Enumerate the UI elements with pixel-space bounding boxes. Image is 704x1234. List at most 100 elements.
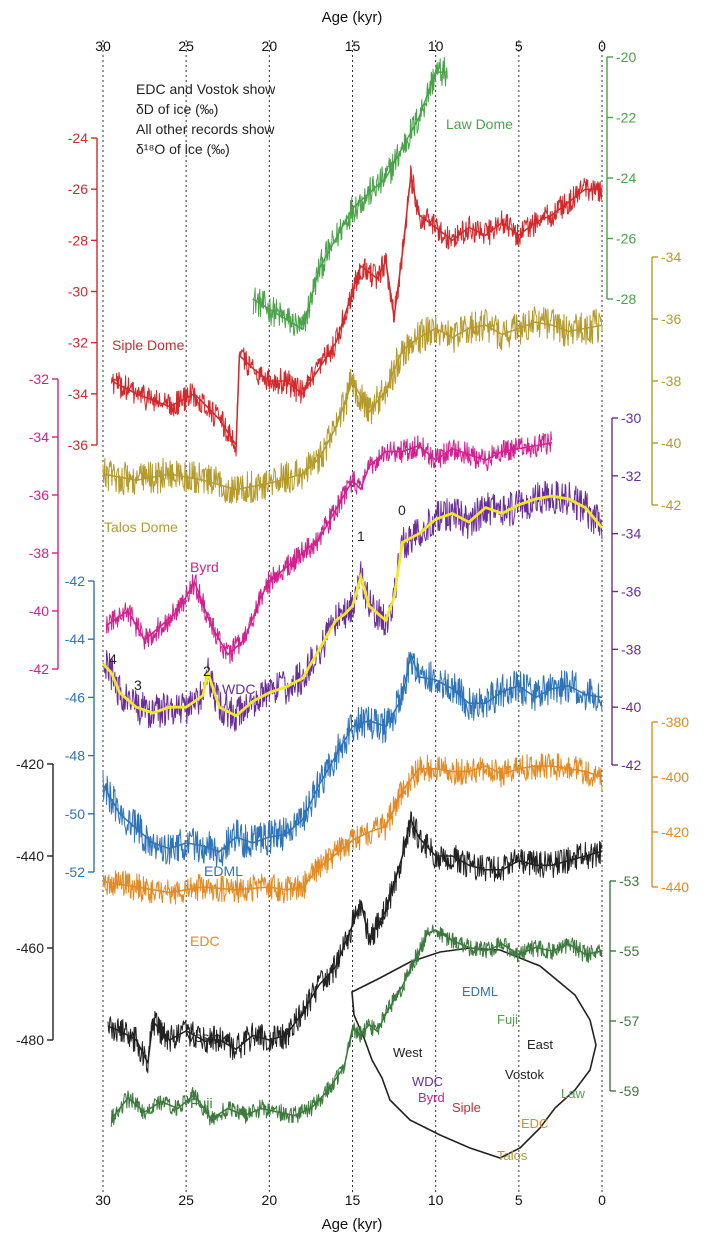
y-tick-label-edml: -46: [65, 689, 85, 705]
map-label-fuji: Fuji: [497, 1012, 518, 1027]
map-label-vostok: Vostok: [505, 1067, 545, 1082]
x-tick-top-20: 20: [262, 38, 278, 54]
map-label-law: Law: [561, 1086, 585, 1101]
y-tick-label-fuji: -55: [619, 943, 639, 959]
map-label-talos: Talos: [497, 1148, 528, 1163]
y-tick-label-edc: -380: [661, 714, 689, 730]
x-tick-bottom-20: 20: [262, 1192, 278, 1208]
series-layer: [101, 56, 604, 1127]
event-label-2: 2: [203, 663, 211, 679]
y-tick-label-byrd: -36: [29, 487, 49, 503]
series-label-fuji: Fuji: [190, 1095, 213, 1111]
y-tick-label-edml: -48: [65, 748, 85, 764]
event-label-1: 1: [357, 528, 365, 544]
y-tick-label-edc: -400: [661, 769, 689, 785]
event-label-0: 0: [398, 502, 406, 518]
y-tick-label-edml: -42: [65, 573, 85, 589]
axes-layer: -20 -22 -24 -26 -28 -24 -26 -28 -30 -32 -34 -36 -34 -…: [16, 49, 689, 1099]
series-label-vostok: Vostok: [186, 1029, 229, 1045]
text-layer: Age (kyr) Age (kyr) EDC and Vostok show …: [104, 9, 585, 1233]
note-line-1: EDC and Vostok show: [136, 81, 276, 97]
x-axis-title-bottom: Age (kyr): [322, 1216, 383, 1233]
x-tick-top-30: 30: [95, 38, 111, 54]
y-tick-label-siple: -32: [68, 335, 88, 351]
y-tick-label-edml: -44: [65, 631, 85, 647]
series-law-dome-mean: [252, 71, 448, 331]
series-edml: [102, 651, 603, 868]
series-siple-dome-mean: [110, 176, 602, 448]
y-tick-label-byrd: -34: [29, 429, 49, 445]
series-law-dome: [252, 56, 448, 337]
map-label-edml: EDML: [462, 984, 498, 999]
series-vostok: [107, 811, 603, 1074]
y-tick-label-byrd: -32: [29, 371, 49, 387]
y-tick-label-wdc: -42: [621, 757, 641, 773]
y-tick-label-wdc: -32: [621, 468, 641, 484]
note-line-3: All other records show: [136, 121, 275, 137]
antarctica-inset-map: [351, 947, 597, 1159]
series-fuji: [110, 924, 603, 1127]
x-tick-bottom-30: 30: [95, 1192, 111, 1208]
x-tick-top-15: 15: [345, 38, 361, 54]
y-tick-label-siple: -30: [68, 284, 88, 300]
y-tick-label-talos: -38: [661, 373, 681, 389]
series-talos-dome-mean: [102, 321, 603, 491]
x-axis-title-top: Age (kyr): [322, 9, 383, 26]
note-line-4: δ¹⁸O of ice (‰): [136, 141, 230, 157]
x-tick-bottom-10: 10: [428, 1192, 444, 1208]
note-line-2: δD of ice (‰): [136, 101, 218, 117]
y-tick-label-vostok: -440: [16, 848, 44, 864]
y-tick-label-law: -26: [616, 231, 636, 247]
y-tick-label-wdc: -36: [621, 584, 641, 600]
y-tick-label-byrd: -42: [29, 661, 49, 677]
y-tick-label-siple: -24: [68, 130, 88, 146]
y-tick-label-siple: -28: [68, 232, 88, 248]
y-tick-label-edc: -420: [661, 824, 689, 840]
x-tick-bottom-25: 25: [178, 1192, 194, 1208]
x-tick-top-10: 10: [428, 38, 444, 54]
y-tick-label-wdc: -30: [621, 410, 641, 426]
y-tick-label-edml: -52: [65, 864, 85, 880]
series-byrd-mean: [105, 442, 553, 656]
y-tick-label-wdc: -40: [621, 699, 641, 715]
series-vostok-mean: [107, 816, 603, 1066]
y-tick-label-talos: -34: [661, 249, 681, 265]
series-siple-dome: [110, 165, 603, 457]
series-wdc-mean: [101, 494, 604, 718]
antarctica-outline: [351, 947, 597, 1159]
y-tick-label-talos: -40: [661, 435, 681, 451]
map-label-west: West: [393, 1045, 423, 1060]
y-tick-label-fuji: -59: [619, 1083, 639, 1099]
y-tick-label-fuji: -53: [619, 873, 639, 889]
y-tick-label-edc: -440: [661, 879, 689, 895]
y-tick-label-law: -28: [616, 291, 636, 307]
x-tick-bottom-15: 15: [345, 1192, 361, 1208]
series-edml-mean: [102, 650, 603, 853]
series-label-edml: EDML: [204, 863, 243, 879]
y-tick-label-edml: -50: [65, 806, 85, 822]
y-tick-label-byrd: -40: [29, 603, 49, 619]
map-label-wdc: WDC: [412, 1074, 443, 1089]
series-edc-mean: [102, 765, 603, 894]
series-byrd: [105, 431, 553, 664]
map-label-edc: EDC: [521, 1116, 548, 1131]
x-tick-bottom-5: 5: [515, 1192, 523, 1208]
x-tick-top-0: 0: [598, 38, 606, 54]
series-label-edc: EDC: [190, 933, 220, 949]
y-tick-label-law: -20: [616, 49, 636, 65]
y-tick-label-fuji: -57: [619, 1013, 639, 1029]
y-tick-label-wdc: -34: [621, 526, 641, 542]
event-label-3: 3: [134, 677, 142, 693]
y-tick-label-vostok: -480: [16, 1032, 44, 1048]
y-tick-label-siple: -34: [68, 386, 88, 402]
series-label-law-dome: Law Dome: [446, 116, 513, 132]
y-tick-label-siple: -26: [68, 181, 88, 197]
event-label-4: 4: [109, 651, 117, 667]
x-tick-top-25: 25: [178, 38, 194, 54]
map-label-siple: Siple: [452, 1100, 481, 1115]
series-fuji-mean: [110, 929, 603, 1121]
y-tick-label-talos: -36: [661, 311, 681, 327]
series-label-byrd: Byrd: [190, 559, 219, 575]
y-tick-label-talos: -42: [661, 497, 681, 513]
